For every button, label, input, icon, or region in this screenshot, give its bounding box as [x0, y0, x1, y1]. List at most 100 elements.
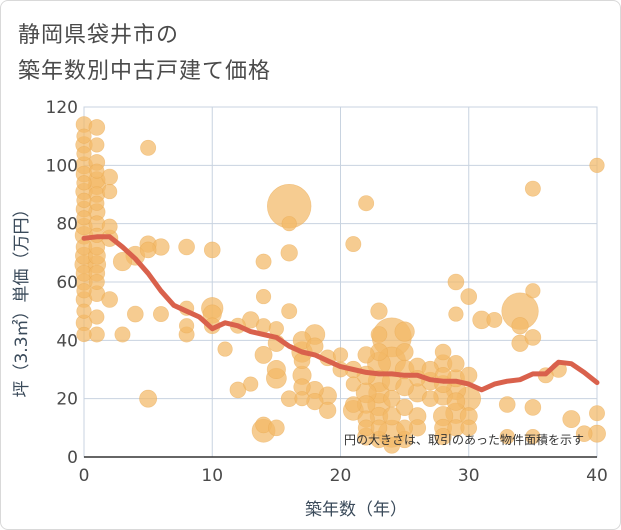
- data-bubble: [76, 326, 92, 343]
- data-bubble: [383, 437, 401, 454]
- data-bubble: [447, 273, 465, 291]
- data-bubble: [281, 216, 297, 232]
- trend-line: [81, 234, 600, 393]
- data-bubble: [88, 274, 105, 290]
- data-bubble: [589, 157, 605, 173]
- data-bubble: [255, 253, 272, 270]
- data-bubble: [395, 343, 414, 361]
- data-bubble: [332, 347, 349, 363]
- bubbles: [74, 116, 606, 454]
- data-bubble: [102, 183, 118, 200]
- data-bubble: [203, 241, 221, 259]
- data-bubble: [395, 377, 414, 397]
- y-tick-label: 120: [46, 98, 78, 118]
- data-bubble: [345, 376, 361, 392]
- data-bubble: [89, 137, 105, 153]
- data-bubble: [447, 355, 465, 373]
- data-bubble: [524, 180, 541, 197]
- data-bubble: [394, 321, 415, 342]
- data-bubble: [255, 288, 272, 305]
- data-bubble: [434, 343, 452, 361]
- x-tick-label: 20: [330, 466, 352, 486]
- data-bubble: [370, 302, 388, 320]
- data-bubble: [499, 428, 515, 445]
- x-axis-label: 築年数（年）: [305, 500, 407, 520]
- data-bubble: [89, 163, 105, 179]
- data-bubble: [112, 252, 133, 272]
- data-bubble: [76, 283, 92, 299]
- data-bubble: [268, 419, 285, 437]
- data-bubble: [525, 283, 541, 299]
- data-bubble: [524, 329, 542, 346]
- data-bubble: [152, 306, 169, 323]
- axes: 0 20 40 60 80 100 120 0 10 20 30 40: [46, 98, 608, 486]
- x-tick-label: 40: [586, 466, 608, 486]
- data-bubble: [524, 399, 542, 416]
- data-bubble: [434, 427, 452, 446]
- size-note: 円の大きさは、取引のあった物件面積を示す: [344, 432, 584, 447]
- data-bubble: [254, 345, 273, 364]
- data-bubble: [370, 419, 388, 437]
- data-bubble: [319, 401, 337, 419]
- data-bubble: [101, 291, 118, 308]
- y-tick-label: 80: [56, 215, 78, 235]
- data-bubble: [76, 146, 92, 162]
- grid: [83, 106, 598, 458]
- data-bubble: [76, 210, 92, 226]
- data-bubble: [76, 128, 92, 144]
- data-bubble: [396, 398, 414, 417]
- y-tick-label: 60: [56, 273, 78, 293]
- data-bubble: [460, 419, 478, 437]
- data-bubble: [511, 317, 529, 335]
- x-tick-label: 30: [458, 466, 480, 486]
- data-bubble: [101, 218, 118, 235]
- x-tick-label: 0: [79, 466, 90, 486]
- data-bubble: [76, 192, 92, 208]
- data-bubble: [76, 175, 92, 191]
- chart-title-line2: 築年数別中古戸建て価格: [18, 59, 272, 84]
- data-bubble: [266, 359, 286, 380]
- data-bubble: [498, 396, 516, 413]
- y-axis-label: 坪（3.3㎡）単価（万円）: [12, 200, 32, 397]
- data-bubble: [140, 139, 157, 156]
- data-bubble: [562, 410, 581, 429]
- data-bubble: [486, 311, 503, 328]
- data-bubble: [396, 419, 413, 437]
- data-bubble: [575, 425, 593, 442]
- data-bubble: [448, 306, 464, 322]
- chart-title-line1: 静岡県袋井市の: [18, 23, 180, 48]
- data-bubble: [76, 303, 92, 319]
- data-bubble: [358, 195, 375, 212]
- trend-line-group: [81, 234, 600, 393]
- data-bubble: [281, 303, 298, 320]
- data-bubble: [345, 236, 362, 253]
- data-bubble: [280, 244, 298, 262]
- data-bubble: [460, 288, 478, 305]
- y-tick-label: 40: [56, 331, 78, 351]
- y-tick-label: 100: [46, 156, 78, 176]
- data-bubble: [446, 392, 466, 411]
- data-bubble: [243, 376, 259, 392]
- data-bubble: [383, 390, 401, 408]
- data-bubble: [89, 195, 105, 211]
- data-bubble: [114, 326, 131, 343]
- data-bubble: [178, 238, 195, 256]
- data-bubble: [345, 396, 362, 413]
- y-tick-label: 20: [56, 390, 78, 410]
- data-bubble: [88, 119, 106, 136]
- y-tick-label: 0: [67, 448, 78, 468]
- data-bubble: [127, 305, 144, 323]
- data-bubble: [589, 405, 605, 422]
- data-bubble: [139, 241, 157, 259]
- data-bubble: [217, 341, 233, 357]
- data-bubble: [89, 309, 105, 325]
- data-bubble: [370, 326, 388, 343]
- data-bubble: [139, 389, 158, 408]
- data-bubble: [357, 346, 375, 364]
- data-bubble: [179, 318, 195, 334]
- x-tick-label: 10: [201, 466, 223, 486]
- data-bubble: [525, 428, 541, 445]
- data-bubble: [421, 390, 439, 407]
